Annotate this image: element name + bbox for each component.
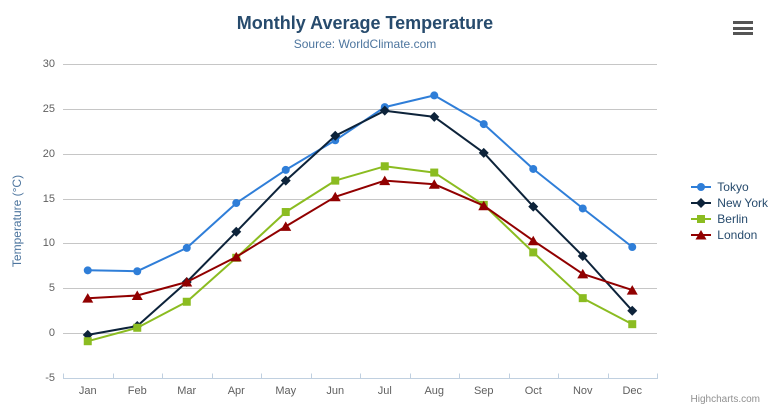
x-axis-label-may: May <box>275 385 297 397</box>
data-point-london[interactable] <box>131 290 143 300</box>
data-point-berlin[interactable] <box>133 323 142 332</box>
data-point-berlin[interactable] <box>430 168 439 177</box>
data-point-berlin[interactable] <box>331 176 340 185</box>
data-point-berlin[interactable] <box>83 337 92 346</box>
y-axis-tick-label: 5 <box>48 282 55 295</box>
y-axis-tick-label: -5 <box>45 372 55 384</box>
data-point-new-york[interactable] <box>577 250 588 261</box>
data-point-london[interactable] <box>329 191 341 202</box>
y-axis-tick-label: 10 <box>42 237 55 250</box>
data-point-new-york[interactable] <box>379 105 390 116</box>
data-point-london[interactable] <box>428 179 440 189</box>
hamburger-icon <box>733 21 753 24</box>
legend: Tokyo New York Berlin London <box>690 179 768 243</box>
x-axis-label-nov: Nov <box>572 385 593 397</box>
legend-label: Tokyo <box>717 180 749 194</box>
data-point-tokyo[interactable] <box>628 243 637 252</box>
data-point-berlin[interactable] <box>529 248 538 257</box>
data-point-berlin[interactable] <box>182 297 191 306</box>
legend-symbol[interactable] <box>697 215 706 223</box>
data-point-new-york[interactable] <box>429 111 440 122</box>
data-point-london[interactable] <box>379 175 391 186</box>
data-point-london[interactable] <box>82 293 94 303</box>
legend-item-tokyo[interactable]: Tokyo <box>690 179 768 195</box>
data-point-tokyo[interactable] <box>578 204 587 213</box>
legend-symbol[interactable] <box>695 230 707 240</box>
data-point-london[interactable] <box>577 268 589 279</box>
highcharts-credit[interactable]: Highcharts.com <box>690 394 760 405</box>
x-axis-label-dec: Dec <box>622 385 643 397</box>
legend-label: Berlin <box>717 212 748 226</box>
series-line-tokyo <box>86 94 634 273</box>
series-line-london <box>86 179 634 300</box>
data-point-tokyo[interactable] <box>232 199 241 208</box>
legend-item-new-york[interactable]: New York <box>690 195 768 211</box>
chart-subtitle: Source: WorldClimate.com <box>293 37 437 51</box>
legend-label: New York <box>717 196 768 210</box>
data-point-berlin[interactable] <box>281 208 290 217</box>
legend-marker-square-icon <box>691 215 712 223</box>
data-point-tokyo[interactable] <box>133 267 142 276</box>
legend-marker-circle-icon <box>691 183 712 191</box>
data-point-berlin[interactable] <box>380 162 389 171</box>
legend-marker-triangle-icon <box>691 230 712 240</box>
data-point-london[interactable] <box>626 285 638 295</box>
series-line-berlin <box>86 165 634 343</box>
y-axis-tick-label: 25 <box>42 102 55 115</box>
legend-symbol[interactable] <box>697 183 706 191</box>
data-point-tokyo[interactable] <box>479 120 488 129</box>
x-axis-label-jan: Jan <box>78 385 97 397</box>
y-axis-tick-label: 30 <box>42 58 55 70</box>
data-point-new-york[interactable] <box>478 147 489 158</box>
data-point-london[interactable] <box>478 200 490 211</box>
data-point-tokyo[interactable] <box>529 164 538 173</box>
legend-item-berlin[interactable]: Berlin <box>690 211 768 227</box>
data-point-new-york[interactable] <box>330 130 341 141</box>
y-axis-tick-label: 20 <box>42 147 55 160</box>
legend-item-london[interactable]: London <box>690 227 768 243</box>
data-point-new-york[interactable] <box>528 201 539 212</box>
data-point-berlin[interactable] <box>578 294 587 303</box>
x-axis-label-oct: Oct <box>524 385 542 397</box>
x-axis-label-apr: Apr <box>227 385 245 397</box>
data-point-london[interactable] <box>280 221 292 231</box>
data-point-london[interactable] <box>527 235 539 246</box>
export-menu-button[interactable] <box>731 19 755 37</box>
hamburger-icon <box>733 26 753 30</box>
x-axis-label-mar: Mar <box>177 385 197 397</box>
x-axis-label-jul: Jul <box>377 385 392 397</box>
data-point-new-york[interactable] <box>627 305 638 316</box>
series-line-new-york <box>86 109 634 336</box>
y-axis-tick-label: 15 <box>42 192 55 205</box>
data-point-tokyo[interactable] <box>430 91 439 100</box>
data-point-london[interactable] <box>181 277 193 287</box>
data-point-tokyo[interactable] <box>281 165 290 174</box>
hamburger-icon <box>733 32 753 35</box>
data-point-new-york[interactable] <box>231 226 242 237</box>
x-axis-label-sep: Sep <box>473 385 494 397</box>
data-point-london[interactable] <box>230 251 242 262</box>
x-axis-label-jun: Jun <box>326 385 345 397</box>
data-point-berlin[interactable] <box>628 320 637 329</box>
legend-label: London <box>717 228 758 242</box>
legend-marker-diamond-icon <box>691 198 712 208</box>
data-point-tokyo[interactable] <box>83 266 92 275</box>
chart-title: Monthly Average Temperature <box>236 13 494 33</box>
x-axis-label-aug: Aug <box>424 385 445 397</box>
data-point-new-york[interactable] <box>280 175 291 186</box>
data-point-tokyo[interactable] <box>182 243 191 252</box>
x-axis-label-feb: Feb <box>127 385 147 397</box>
legend-symbol[interactable] <box>696 198 707 208</box>
y-axis-tick-label: 0 <box>48 327 55 340</box>
